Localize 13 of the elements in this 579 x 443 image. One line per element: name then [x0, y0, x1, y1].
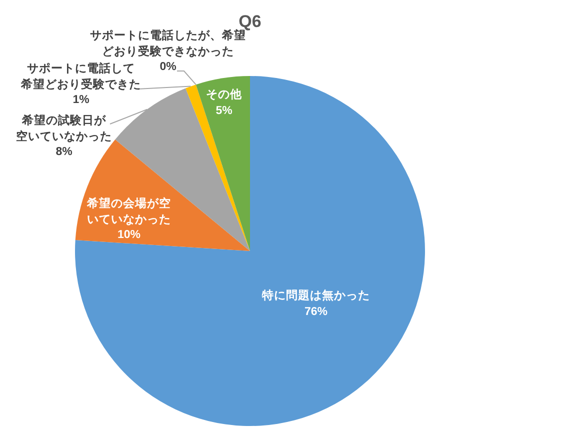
chart-title: Q6 — [238, 12, 262, 31]
category-label: サポートに電話したが、希望どおり受験できなかった — [90, 30, 246, 58]
data-label: 8% — [54, 145, 74, 160]
data-label: 76% — [303, 304, 329, 320]
slice-label: 希望の会場が空いていなかった — [87, 197, 171, 228]
slice-label: サポートに電話して希望どおり受験できた — [21, 62, 141, 92]
slice-label: 特に問題は無かった — [262, 289, 370, 304]
data-label: 10% — [116, 228, 142, 243]
data-label: 1% — [72, 93, 90, 108]
data-label: 5% — [214, 104, 234, 118]
slice-label: その他 — [206, 88, 242, 103]
slice-label: 希望の試験日が空いていなかった — [16, 114, 112, 144]
text: 0% — [160, 61, 176, 73]
